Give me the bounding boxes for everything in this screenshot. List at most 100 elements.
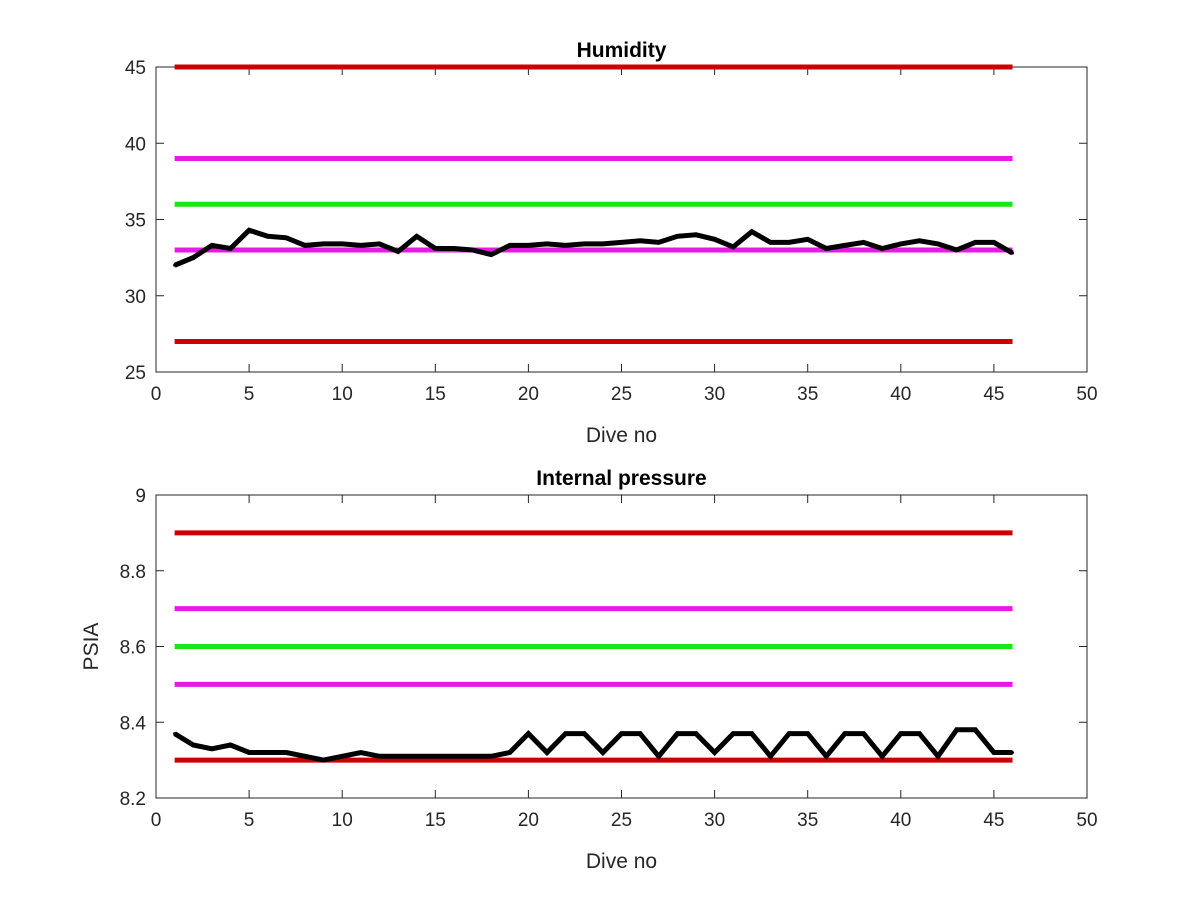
x-tick-label: 45 [983, 384, 1004, 405]
data-point [564, 243, 568, 247]
y-tick-label: 35 [125, 211, 146, 232]
data-point [229, 743, 232, 747]
x-tick-label: 10 [332, 384, 353, 405]
data-point [1011, 751, 1014, 754]
y-tick-label: 8.6 [120, 638, 146, 659]
x-tick-label: 15 [425, 384, 446, 405]
data-point [359, 243, 363, 247]
data-point [303, 754, 307, 758]
y-axis-label: PSIA [80, 623, 103, 671]
data-point [191, 743, 195, 747]
data-point [638, 732, 642, 736]
data-point [266, 234, 270, 238]
data-point [359, 751, 363, 754]
data-point [694, 732, 698, 736]
data-point [843, 732, 847, 736]
data-point [620, 732, 623, 736]
data-point [992, 240, 996, 244]
data-point [601, 751, 605, 754]
y-tick-label: 45 [125, 58, 146, 79]
data-point [266, 751, 270, 754]
data-point [415, 234, 419, 238]
x-tick-label: 5 [244, 810, 255, 831]
data-point [210, 243, 214, 247]
data-point [862, 732, 866, 736]
data-point [489, 253, 493, 257]
data-point [452, 754, 456, 758]
data-point [750, 230, 754, 234]
data-point [955, 728, 959, 732]
data-point [582, 732, 586, 736]
x-tick-label: 0 [151, 384, 162, 405]
data-point [787, 240, 791, 244]
data-point [173, 732, 177, 736]
data-point [284, 751, 288, 754]
y-tick-label: 30 [125, 287, 146, 308]
data-point [433, 754, 437, 758]
data-point [973, 240, 977, 244]
data-point [247, 228, 251, 232]
data-series-line [173, 727, 1013, 763]
data-point [1011, 251, 1014, 255]
x-tick-label: 5 [244, 384, 255, 405]
data-point [377, 754, 381, 758]
data-point [396, 754, 400, 758]
data-point [843, 243, 847, 247]
y-tick-label: 9 [135, 486, 146, 507]
data-point [526, 732, 530, 736]
data-point [564, 732, 568, 736]
data-point [694, 233, 698, 237]
data-point [191, 256, 195, 260]
data-point [769, 754, 772, 758]
data-point [433, 247, 437, 250]
data-point [806, 732, 810, 736]
data-point [303, 243, 307, 247]
x-tick-label: 35 [797, 810, 818, 831]
x-tick-label: 10 [332, 810, 353, 831]
data-series-line [173, 227, 1014, 268]
data-point [899, 242, 903, 246]
chart-title: Internal pressure [536, 467, 706, 490]
data-point [862, 240, 866, 244]
data-point [824, 754, 828, 758]
data-point [415, 754, 419, 758]
data-point [769, 240, 772, 244]
data-point [638, 239, 642, 243]
data-point [322, 758, 326, 762]
x-tick-label: 40 [890, 384, 911, 405]
data-point [880, 754, 884, 758]
data-point [247, 751, 251, 754]
data-point [806, 237, 810, 241]
data-point [508, 751, 512, 754]
x-tick-label: 40 [890, 810, 911, 831]
data-point [713, 237, 717, 241]
x-tick-label: 0 [151, 810, 162, 831]
x-axis-label: Dive no [586, 850, 657, 873]
data-point [675, 732, 679, 736]
data-point [471, 248, 474, 252]
x-tick-label: 20 [518, 810, 539, 831]
data-point [750, 732, 754, 736]
data-point [713, 751, 717, 754]
data-point [731, 245, 735, 249]
x-tick-label: 45 [983, 810, 1004, 831]
x-tick-label: 50 [1076, 810, 1097, 831]
data-point [880, 247, 884, 250]
data-point [936, 242, 940, 246]
x-tick-label: 30 [704, 810, 725, 831]
plot-area [155, 66, 1088, 373]
y-tick-label: 40 [125, 134, 146, 155]
y-tick-label: 8.8 [120, 562, 146, 583]
data-point [731, 732, 735, 736]
internal-pressure-chart: 0 5 10 15 20 25 30 35 40 45 50 8.2 8.4 8.6 8.8 9 Interna… [80, 467, 1098, 873]
chart-title: Humidity [577, 39, 667, 62]
data-point [620, 240, 623, 244]
data-point [545, 242, 549, 246]
data-point [545, 751, 549, 754]
data-point [210, 747, 214, 751]
x-tick-label: 50 [1076, 384, 1097, 405]
data-point [526, 243, 530, 247]
data-point [284, 236, 288, 240]
data-point [899, 732, 903, 736]
